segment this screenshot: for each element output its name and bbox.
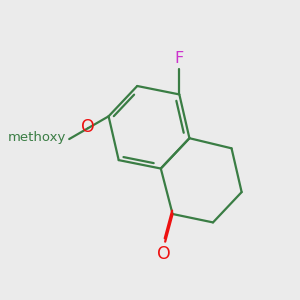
Text: methoxy: methoxy — [8, 131, 66, 144]
Text: O: O — [81, 118, 94, 136]
Text: F: F — [175, 52, 184, 67]
Text: O: O — [157, 245, 170, 263]
